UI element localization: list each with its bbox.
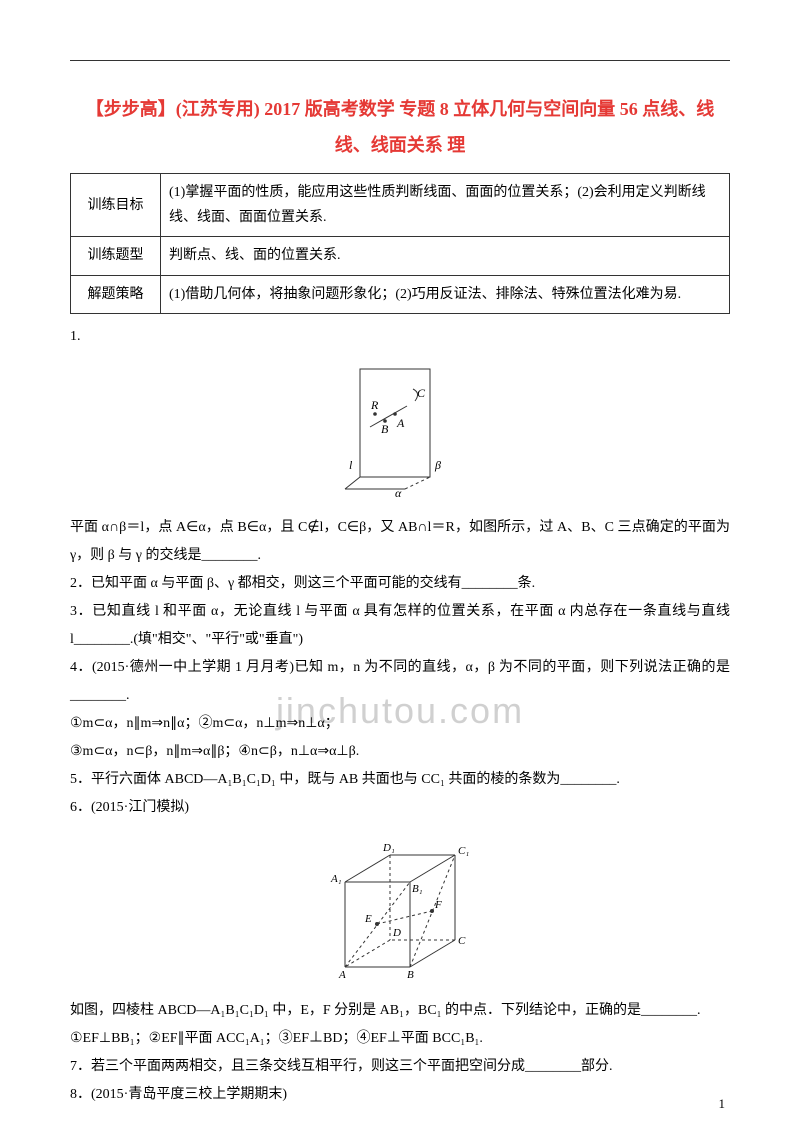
cell-text: (1)掌握平面的性质，能应用这些性质判断线面、面面的位置关系；(2)会利用定义判… — [161, 174, 730, 237]
q6-text-a: 6．(2015·江门模拟) — [70, 794, 730, 822]
svg-text:α: α — [395, 486, 402, 499]
svg-text:F: F — [434, 899, 442, 911]
q4-text-a: 4．(2015·德州一中上学期 1 月月考)已知 m，n 为不同的直线，α，β … — [70, 654, 730, 710]
svg-text:C: C — [458, 935, 466, 947]
svg-text:l: l — [349, 458, 353, 472]
q6-text-c: ①EF⊥BB₁；②EF∥平面 ACC₁A₁；③EF⊥BD；④EF⊥平面 BCC₁… — [70, 1025, 730, 1053]
cell-text: 判断点、线、面的位置关系. — [161, 237, 730, 275]
svg-text:D: D — [392, 927, 401, 939]
svg-text:A: A — [396, 416, 405, 430]
svg-text:C: C — [417, 386, 426, 400]
q2-text: 2．已知平面 α 与平面 β、γ 都相交，则这三个平面可能的交线有_______… — [70, 570, 730, 598]
q8-text: 8．(2015·青岛平度三校上学期期末) — [70, 1081, 730, 1109]
page-content: 【步步高】(江苏专用) 2017 版高考数学 专题 8 立体几何与空间向量 56… — [70, 60, 730, 1109]
figure-2: A B C D A₁ B₁ C₁ D₁ E F — [70, 832, 730, 987]
svg-text:B₁: B₁ — [412, 883, 423, 895]
cell-label: 解题策略 — [71, 275, 161, 313]
top-rule — [70, 60, 730, 61]
q6-text-b: 如图，四棱柱 ABCD—A₁B₁C₁D₁ 中，E，F 分别是 AB₁，BC₁ 的… — [70, 997, 730, 1025]
table-row: 解题策略 (1)借助几何体，将抽象问题形象化；(2)巧用反证法、排除法、特殊位置… — [71, 275, 730, 313]
svg-text:β: β — [434, 458, 441, 472]
q5-text: 5．平行六面体 ABCD—A₁B₁C₁D₁ 中，既与 AB 共面也与 CC₁ 共… — [70, 766, 730, 794]
svg-text:B: B — [407, 969, 414, 981]
objectives-table: 训练目标 (1)掌握平面的性质，能应用这些性质判断线面、面面的位置关系；(2)会… — [70, 173, 730, 314]
figure-1: C R B A l α β — [70, 359, 730, 504]
q1-number: 1. — [70, 324, 730, 349]
q4-text-c: ③m⊂α，n⊂β，n∥m⇒α∥β；④n⊂β，n⊥α⇒α⊥β. — [70, 738, 730, 766]
q3-text: 3．已知直线 l 和平面 α，无论直线 l 与平面 α 具有怎样的位置关系，在平… — [70, 598, 730, 654]
cell-text: (1)借助几何体，将抽象问题形象化；(2)巧用反证法、排除法、特殊位置法化难为易… — [161, 275, 730, 313]
cell-label: 训练题型 — [71, 237, 161, 275]
svg-text:D₁: D₁ — [382, 842, 395, 854]
q1-text: 平面 α∩β＝l，点 A∈α，点 B∈α，且 C∉l，C∈β，又 AB∩l＝R，… — [70, 514, 730, 570]
page-title: 【步步高】(江苏专用) 2017 版高考数学 专题 8 立体几何与空间向量 56… — [70, 91, 730, 163]
q4-text-b: ①m⊂α，n∥m⇒n∥α；②m⊂α，n⊥m⇒n⊥α； — [70, 710, 730, 738]
svg-text:E: E — [364, 913, 372, 925]
table-row: 训练目标 (1)掌握平面的性质，能应用这些性质判断线面、面面的位置关系；(2)会… — [71, 174, 730, 237]
svg-text:B: B — [381, 422, 389, 436]
svg-text:A: A — [338, 969, 346, 981]
svg-text:C₁: C₁ — [458, 845, 469, 857]
svg-text:A₁: A₁ — [330, 873, 342, 885]
table-row: 训练题型 判断点、线、面的位置关系. — [71, 237, 730, 275]
cell-label: 训练目标 — [71, 174, 161, 237]
q7-text: 7．若三个平面两两相交，且三条交线互相平行，则这三个平面把空间分成_______… — [70, 1053, 730, 1081]
svg-text:R: R — [370, 398, 379, 412]
